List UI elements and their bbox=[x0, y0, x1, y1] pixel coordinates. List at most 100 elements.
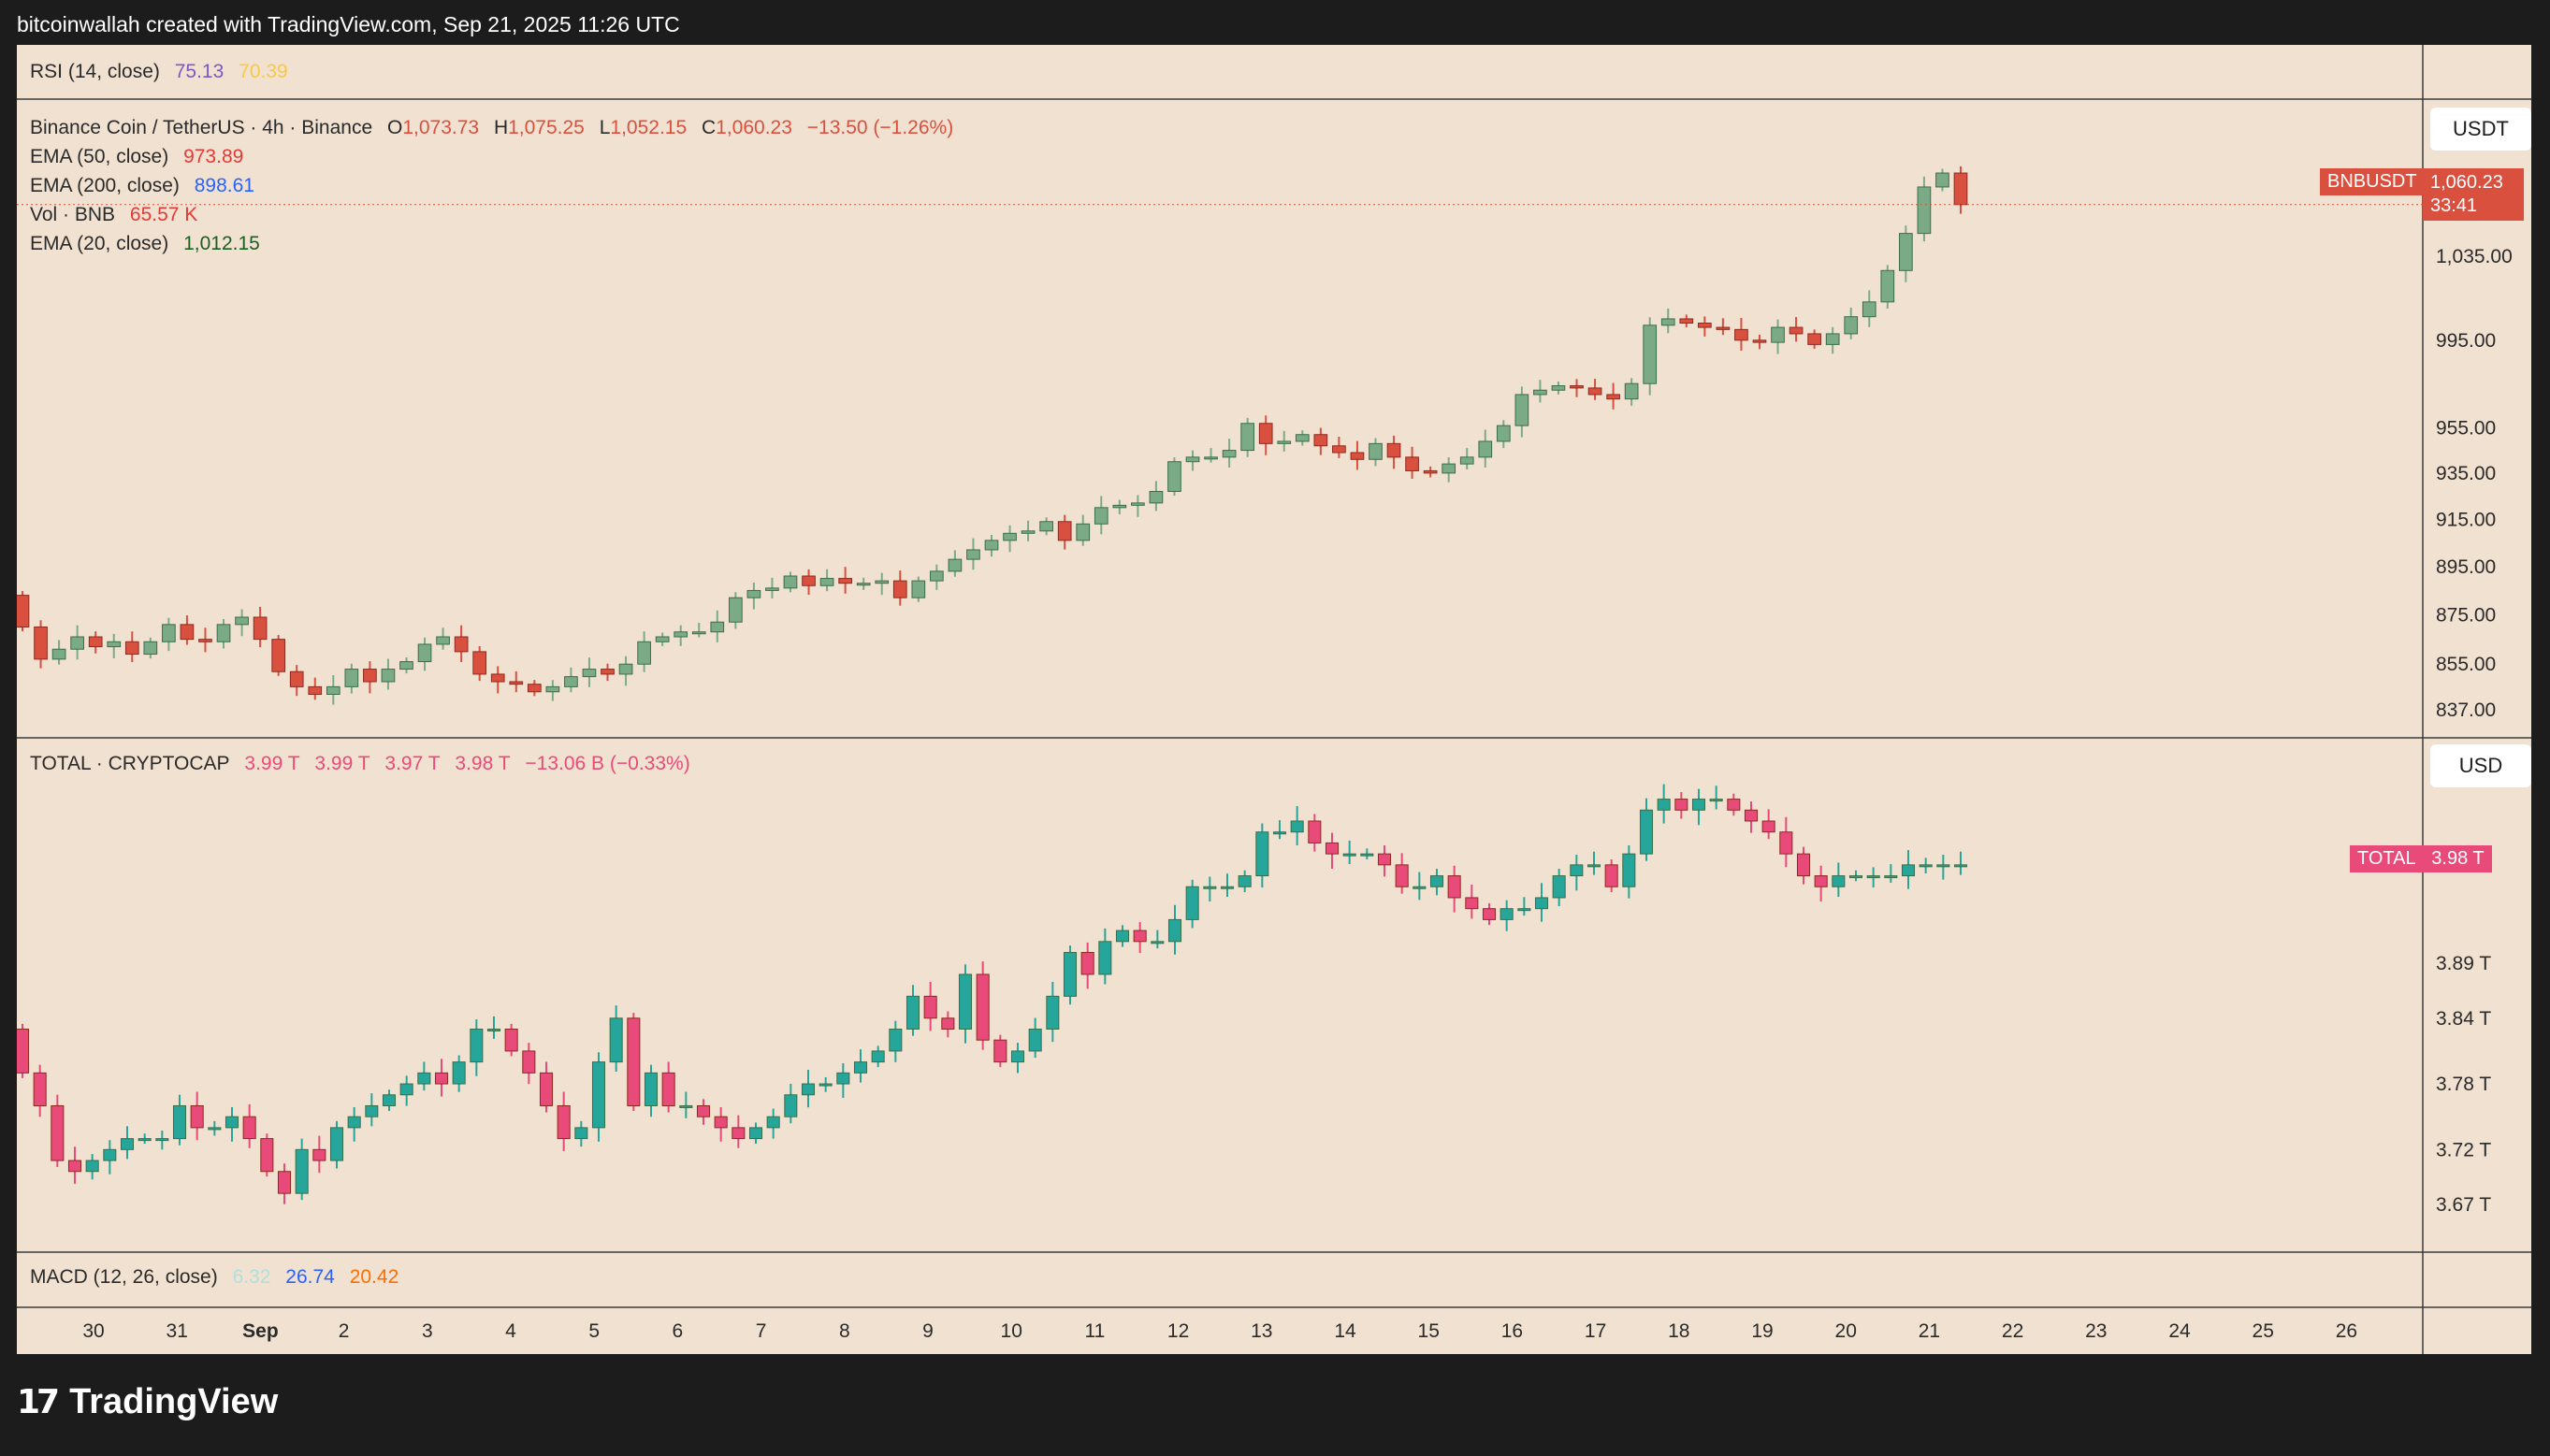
bnb-candle bbox=[819, 578, 834, 586]
total-candle bbox=[732, 1127, 746, 1140]
total-candle bbox=[190, 1104, 204, 1129]
total-candle bbox=[836, 1072, 850, 1085]
total-candle bbox=[871, 1050, 885, 1063]
total-candle bbox=[1884, 875, 1898, 879]
bnb-candle bbox=[381, 669, 396, 683]
bnb-candle bbox=[107, 641, 122, 648]
total-candle bbox=[295, 1148, 309, 1194]
total-y-axis-label: 3.84 T bbox=[2436, 1008, 2491, 1030]
bnb-candle bbox=[1094, 507, 1108, 525]
total-candle bbox=[1761, 820, 1775, 833]
currency-button-usd[interactable]: USD bbox=[2430, 744, 2531, 787]
bnb-candle bbox=[1514, 394, 1529, 426]
time-axis-label: 2 bbox=[339, 1320, 350, 1342]
volume-value: 65.57 K bbox=[129, 204, 198, 225]
bnb-candle bbox=[746, 589, 761, 598]
ohlc-key: O bbox=[387, 117, 403, 138]
bnb-y-axis-label: 875.00 bbox=[2436, 604, 2496, 626]
total-candle bbox=[679, 1104, 693, 1108]
currency-button-usdt[interactable]: USDT bbox=[2430, 108, 2531, 151]
bnb-candle bbox=[674, 631, 688, 638]
total-value-close: 3.98 T bbox=[455, 753, 511, 774]
time-axis-label: 16 bbox=[1501, 1320, 1523, 1342]
total-candle bbox=[329, 1127, 344, 1161]
bnb-candle bbox=[856, 583, 871, 586]
time-axis-label: 12 bbox=[1167, 1320, 1189, 1342]
total-value-low: 3.97 T bbox=[384, 753, 441, 774]
rsi-legend: RSI (14, close) 75.13 70.39 bbox=[30, 61, 297, 83]
total-y-axis-label: 3.78 T bbox=[2436, 1074, 2491, 1095]
total-candle bbox=[365, 1104, 379, 1117]
total-candle bbox=[748, 1127, 763, 1140]
total-y-axis-label: 3.72 T bbox=[2436, 1139, 2491, 1160]
bnb-candle bbox=[1533, 389, 1547, 396]
rsi-value: 75.13 bbox=[174, 61, 225, 82]
total-candle bbox=[1010, 1050, 1025, 1063]
tradingview-logo[interactable]: 17 TradingView bbox=[17, 1378, 278, 1425]
bnb-candle bbox=[1771, 326, 1785, 343]
chart-area[interactable]: 30 31 Sep 2 3 4 5 6 7 8 9 10 11 12 13 14 15 16 17 18 19 20 21 2… bbox=[17, 45, 2531, 1354]
total-candle bbox=[1552, 875, 1566, 899]
total-candle bbox=[452, 1061, 466, 1085]
total-candle bbox=[1290, 820, 1304, 833]
chart-canvas[interactable]: 30 31 Sep 2 3 4 5 6 7 8 9 10 11 12 13 14 15 16 17 18 19 20 21 2… bbox=[17, 45, 2531, 1354]
chart-background bbox=[17, 45, 2531, 1354]
time-axis-label: 19 bbox=[1751, 1320, 1773, 1342]
total-candle bbox=[347, 1116, 361, 1129]
bnb-candle bbox=[399, 661, 413, 670]
time-axis-label: 26 bbox=[2336, 1320, 2357, 1342]
total-candle bbox=[434, 1072, 449, 1085]
total-candle bbox=[1413, 886, 1427, 889]
total-candle bbox=[1377, 853, 1392, 866]
time-axis-label: 9 bbox=[922, 1320, 934, 1342]
total-candle bbox=[225, 1116, 239, 1129]
bnb-candle bbox=[235, 616, 249, 626]
ohlc-key: C bbox=[701, 117, 717, 138]
bnb-candle bbox=[545, 685, 560, 693]
total-candle bbox=[1255, 831, 1269, 877]
time-axis-label: 11 bbox=[1084, 1320, 1105, 1342]
total-value-open: 3.99 T bbox=[244, 753, 300, 774]
total-symbol: TOTAL · CRYPTOCAP bbox=[30, 753, 230, 774]
bnb-candle bbox=[1021, 530, 1036, 534]
total-candle bbox=[1238, 875, 1252, 887]
total-candle bbox=[784, 1094, 798, 1117]
bnb-candle bbox=[984, 540, 999, 551]
bnb-candle bbox=[1313, 434, 1328, 447]
time-axis-label: 17 bbox=[1585, 1320, 1606, 1342]
total-candle bbox=[1727, 799, 1741, 811]
total-candle bbox=[208, 1127, 222, 1131]
total-candle bbox=[486, 1029, 501, 1031]
total-candle bbox=[1901, 864, 1916, 877]
total-candle bbox=[522, 1050, 536, 1074]
total-candle bbox=[1395, 864, 1409, 887]
bnb-ohlc-high: H1,075.25 bbox=[494, 117, 585, 138]
bnb-candle bbox=[1258, 423, 1273, 444]
bnb-candle bbox=[618, 663, 633, 675]
bnb-candle bbox=[1076, 523, 1091, 541]
total-candle bbox=[67, 1160, 82, 1173]
total-candle bbox=[1604, 864, 1618, 887]
bnb-candle bbox=[1643, 324, 1658, 384]
bnb-candle bbox=[1862, 301, 1876, 318]
total-candle bbox=[1185, 886, 1199, 920]
ema200-legend: EMA (200, close) 898.61 bbox=[30, 175, 264, 197]
bnb-ohlc-close: C1,060.23 bbox=[702, 117, 792, 138]
bnb-candle bbox=[1277, 440, 1292, 444]
bnb-candle bbox=[728, 597, 743, 623]
total-candle bbox=[172, 1104, 187, 1140]
bnb-candle bbox=[17, 595, 30, 627]
time-axis-label: 14 bbox=[1334, 1320, 1356, 1342]
bnb-ohlc-low: L1,052.15 bbox=[600, 117, 687, 138]
total-candle bbox=[1866, 875, 1880, 879]
time-axis-label: 15 bbox=[1418, 1320, 1440, 1342]
bnb-candle bbox=[271, 639, 286, 672]
bnb-candle bbox=[911, 580, 926, 598]
bnb-candle bbox=[1039, 521, 1053, 532]
total-candle bbox=[923, 995, 937, 1019]
bnb-candle bbox=[564, 676, 578, 687]
bnb-y-axis-label: 895.00 bbox=[2436, 556, 2496, 578]
time-axis-label: 22 bbox=[2002, 1320, 2023, 1342]
total-candle bbox=[976, 973, 990, 1041]
total-candle bbox=[906, 995, 920, 1030]
